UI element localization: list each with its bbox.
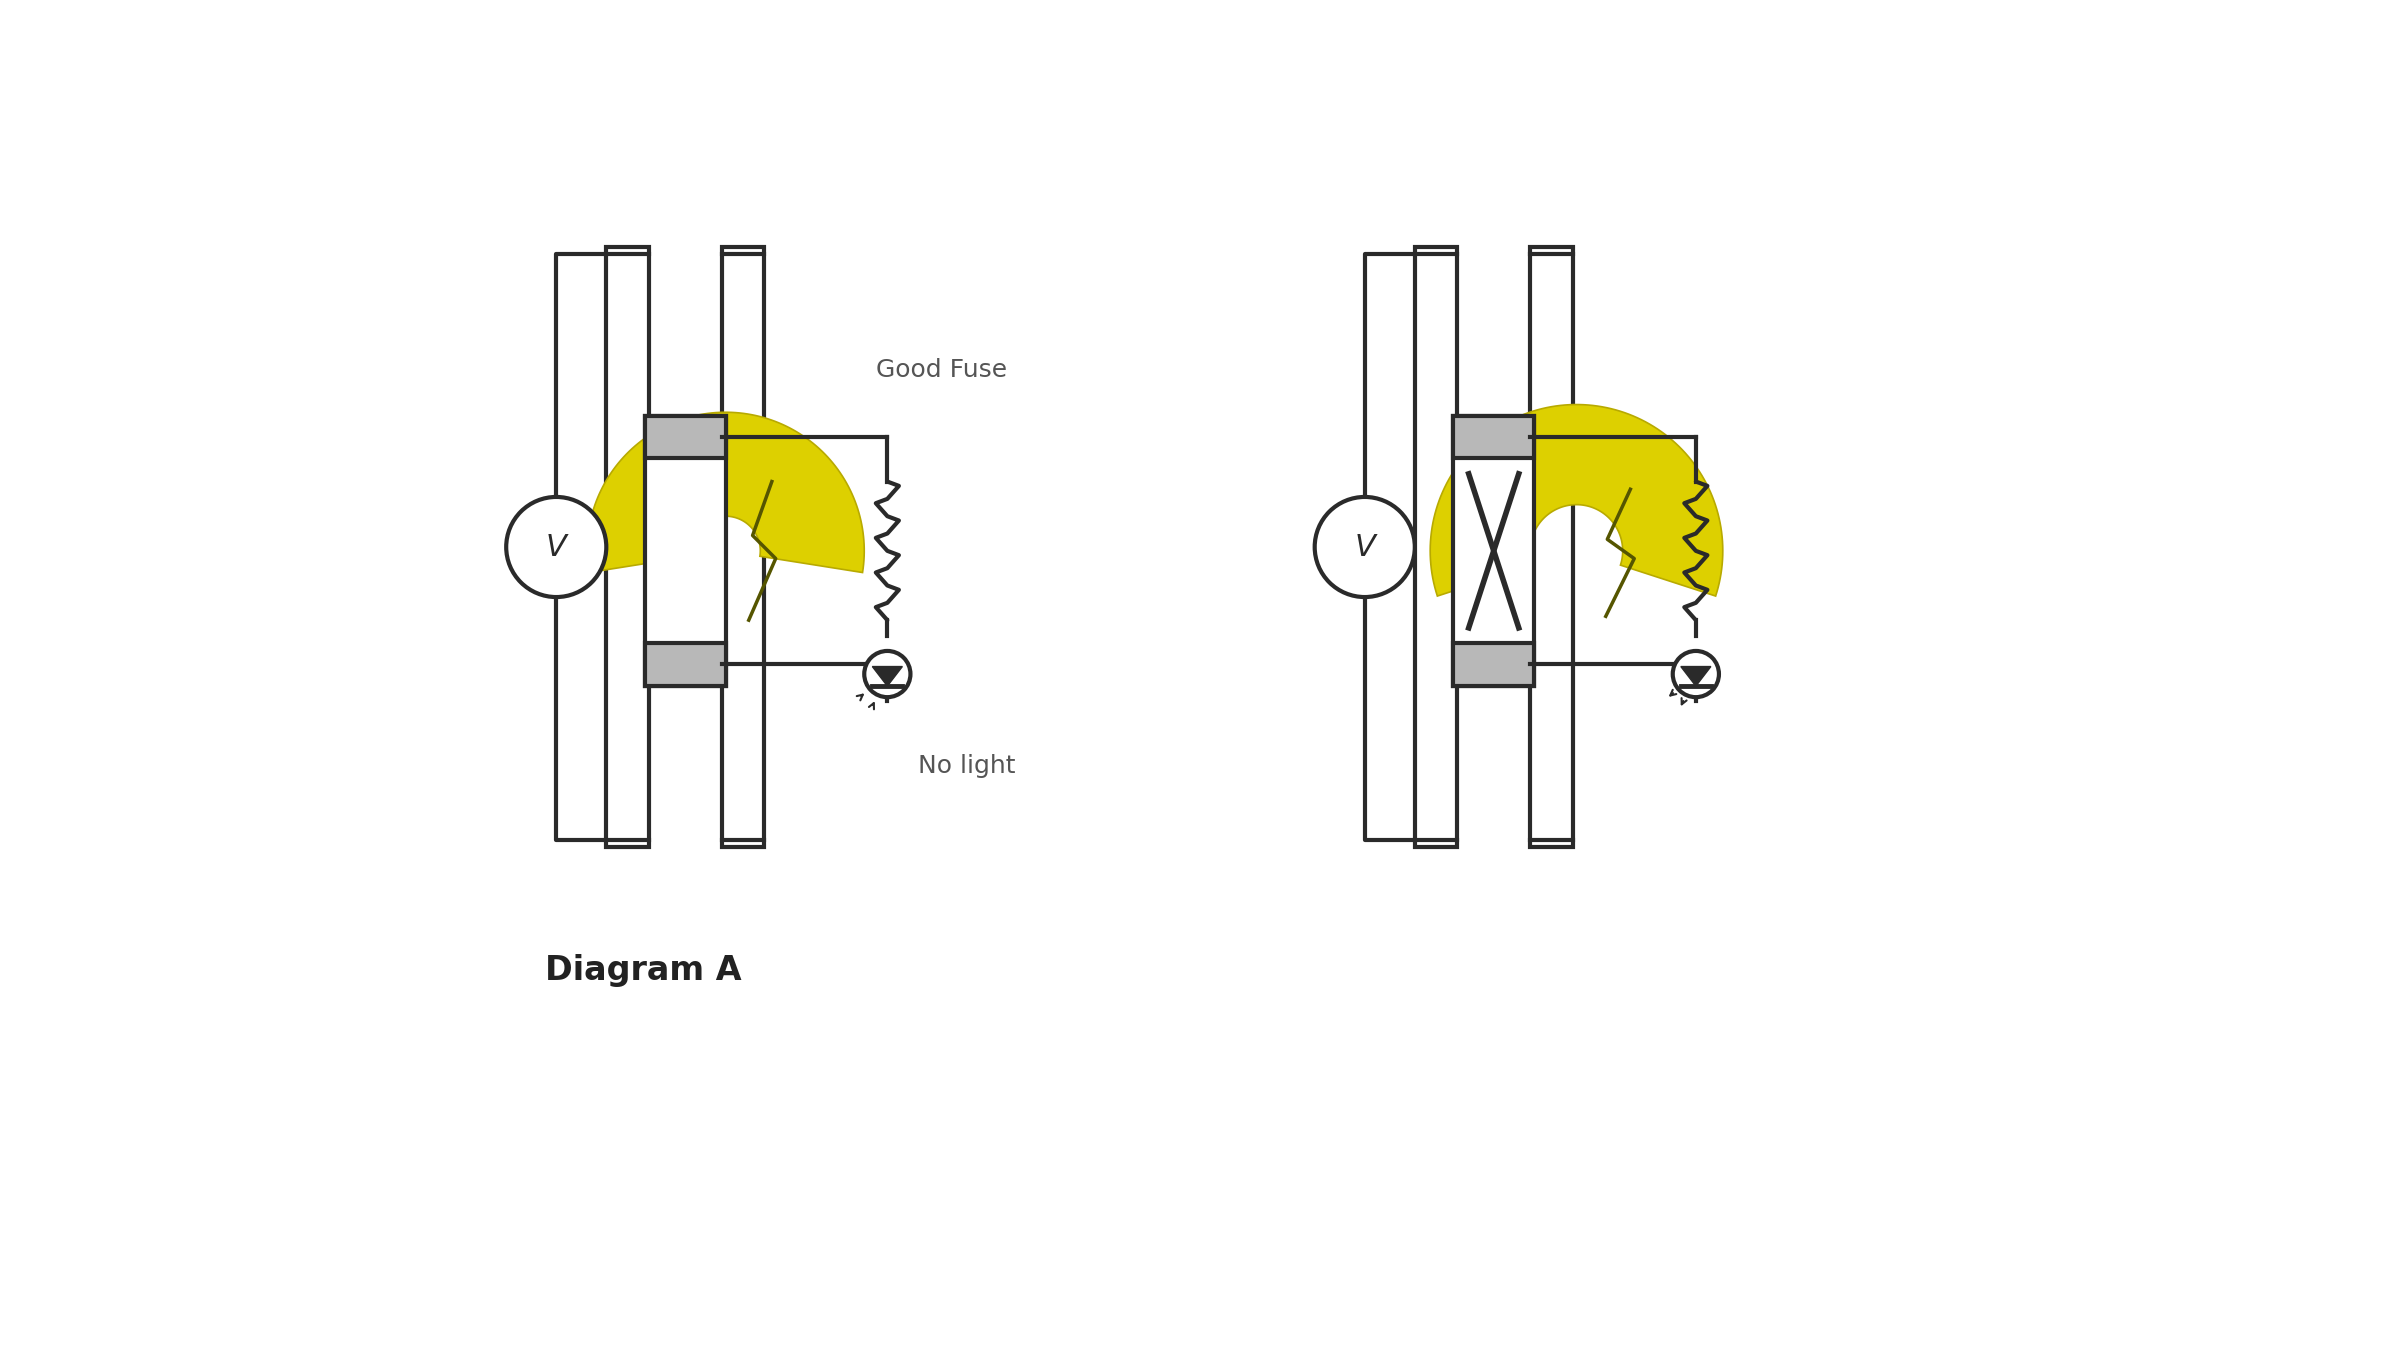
Polygon shape [1430, 405, 1723, 597]
FancyBboxPatch shape [646, 416, 725, 686]
Text: Diagram A: Diagram A [545, 954, 742, 987]
FancyBboxPatch shape [1454, 416, 1534, 686]
Circle shape [864, 651, 910, 697]
FancyBboxPatch shape [607, 247, 648, 848]
Polygon shape [1680, 667, 1711, 686]
Circle shape [1673, 651, 1718, 697]
FancyBboxPatch shape [1531, 247, 1572, 848]
Polygon shape [588, 412, 864, 572]
FancyBboxPatch shape [722, 247, 763, 848]
Text: No light: No light [919, 755, 1015, 779]
FancyBboxPatch shape [646, 416, 725, 459]
FancyBboxPatch shape [1454, 416, 1534, 459]
FancyBboxPatch shape [1416, 247, 1457, 848]
Text: V: V [545, 532, 566, 562]
Text: V: V [1354, 532, 1375, 562]
Circle shape [1315, 497, 1416, 597]
Text: Good Fuse: Good Fuse [876, 358, 1008, 382]
FancyBboxPatch shape [1454, 643, 1534, 686]
FancyBboxPatch shape [646, 643, 725, 686]
Circle shape [506, 497, 607, 597]
Polygon shape [871, 667, 902, 686]
